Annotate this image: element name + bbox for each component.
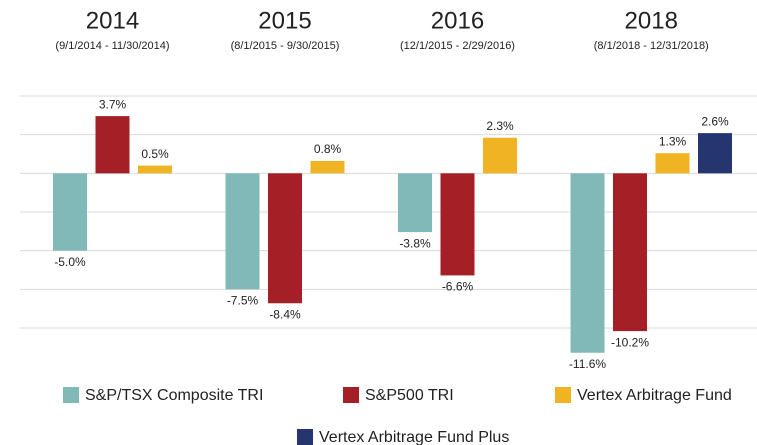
category-label: 2016 xyxy=(431,7,484,34)
value-label: -7.5% xyxy=(227,294,259,308)
category-label: 2014 xyxy=(86,7,139,34)
value-label: 0.5% xyxy=(141,147,169,161)
category-label: 2015 xyxy=(258,7,311,34)
value-label: 2.3% xyxy=(486,119,514,133)
value-label: -3.8% xyxy=(399,236,431,250)
bar xyxy=(655,153,690,174)
bar xyxy=(310,160,345,174)
bar xyxy=(138,165,172,174)
value-label: -11.6% xyxy=(569,357,606,371)
category-subtitle: (8/1/2018 - 12/31/2018) xyxy=(594,40,709,52)
legend-swatch xyxy=(343,387,359,403)
bar xyxy=(268,173,302,304)
value-label: 0.8% xyxy=(314,142,342,156)
value-label: -5.0% xyxy=(54,255,86,269)
bar xyxy=(698,133,732,174)
category-subtitle: (12/1/2015 - 2/29/2016) xyxy=(400,40,515,52)
bar xyxy=(483,137,517,174)
bar xyxy=(225,173,260,290)
bar xyxy=(570,173,605,353)
legend-label: Vertex Arbitrage Fund Plus xyxy=(319,429,509,445)
legend-label: S&P/TSX Composite TRI xyxy=(85,387,263,404)
bar xyxy=(53,173,87,251)
value-label: -6.6% xyxy=(442,280,474,294)
value-label: 2.6% xyxy=(701,114,729,128)
value-label: -10.2% xyxy=(611,335,649,349)
bar xyxy=(398,173,432,233)
legend-swatch xyxy=(297,429,313,445)
category-label: 2018 xyxy=(625,7,678,34)
category-subtitle: (9/1/2014 - 11/30/2014) xyxy=(55,40,169,52)
value-label: 3.7% xyxy=(99,97,127,111)
bar xyxy=(440,173,475,276)
legend-swatch xyxy=(555,387,571,403)
bar xyxy=(613,173,647,332)
value-label: -8.4% xyxy=(269,307,301,321)
legend-swatch xyxy=(63,387,79,403)
bar xyxy=(95,116,130,174)
legend-label: S&P500 TRI xyxy=(365,387,454,404)
value-label: 1.3% xyxy=(659,134,687,148)
legend-label: Vertex Arbitrage Fund xyxy=(577,387,732,404)
category-subtitle: (8/1/2015 - 9/30/2015) xyxy=(231,40,340,52)
